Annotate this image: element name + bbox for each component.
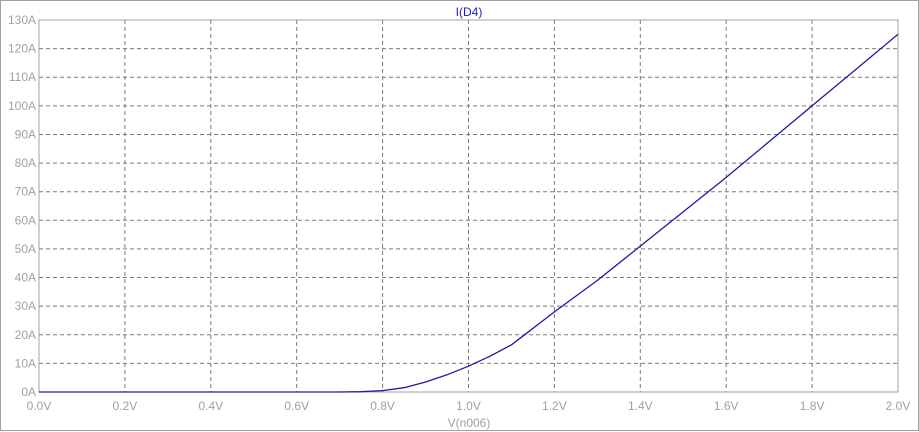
x-tick-label: 1.0V — [456, 399, 481, 413]
x-axis-ticks: 0.0V 0.2V 0.4V 0.6V 0.8V 1.0V 1.2V 1.4V 1.6V 1.8V… — [27, 399, 911, 413]
chart-title: I(D4) — [456, 5, 483, 19]
grid — [39, 20, 898, 392]
y-tick-label: 100A — [8, 99, 36, 113]
y-tick-label: 20A — [15, 328, 36, 342]
x-tick-label: 0.8V — [370, 399, 395, 413]
plot-area-border — [38, 19, 899, 393]
x-tick-label: 1.6V — [714, 399, 739, 413]
y-tick-label: 60A — [15, 213, 36, 227]
y-tick-label: 30A — [15, 299, 36, 313]
series-line-i-d4 — [39, 33, 899, 393]
x-tick-label: 0.0V — [27, 399, 52, 413]
y-tick-label: 110A — [9, 70, 36, 84]
x-tick-label: 0.6V — [284, 399, 309, 413]
x-tick-label: 0.4V — [198, 399, 223, 413]
y-tick-label: 70A — [15, 185, 36, 199]
x-tick-label: 1.2V — [542, 399, 567, 413]
y-tick-label: 90A — [15, 127, 36, 141]
x-axis-label: V(n006) — [448, 416, 491, 430]
x-tick-label: 1.8V — [800, 399, 825, 413]
x-tick-label: 0.2V — [113, 399, 138, 413]
y-tick-label: 40A — [15, 271, 36, 285]
y-tick-label: 0A — [21, 385, 36, 399]
y-tick-label: 50A — [15, 242, 36, 256]
x-tick-label: 2.0V — [886, 399, 911, 413]
series-group — [39, 33, 899, 393]
y-tick-label: 10A — [15, 356, 36, 370]
y-tick-label: 120A — [8, 42, 36, 56]
y-tick-label: 130A — [8, 13, 36, 27]
y-axis-ticks: 0A 10A 20A 30A 40A 50A 60A 70A 80A 90A 100A 110A 120… — [8, 13, 36, 399]
y-tick-label: 80A — [15, 156, 36, 170]
x-tick-label: 1.4V — [628, 399, 653, 413]
